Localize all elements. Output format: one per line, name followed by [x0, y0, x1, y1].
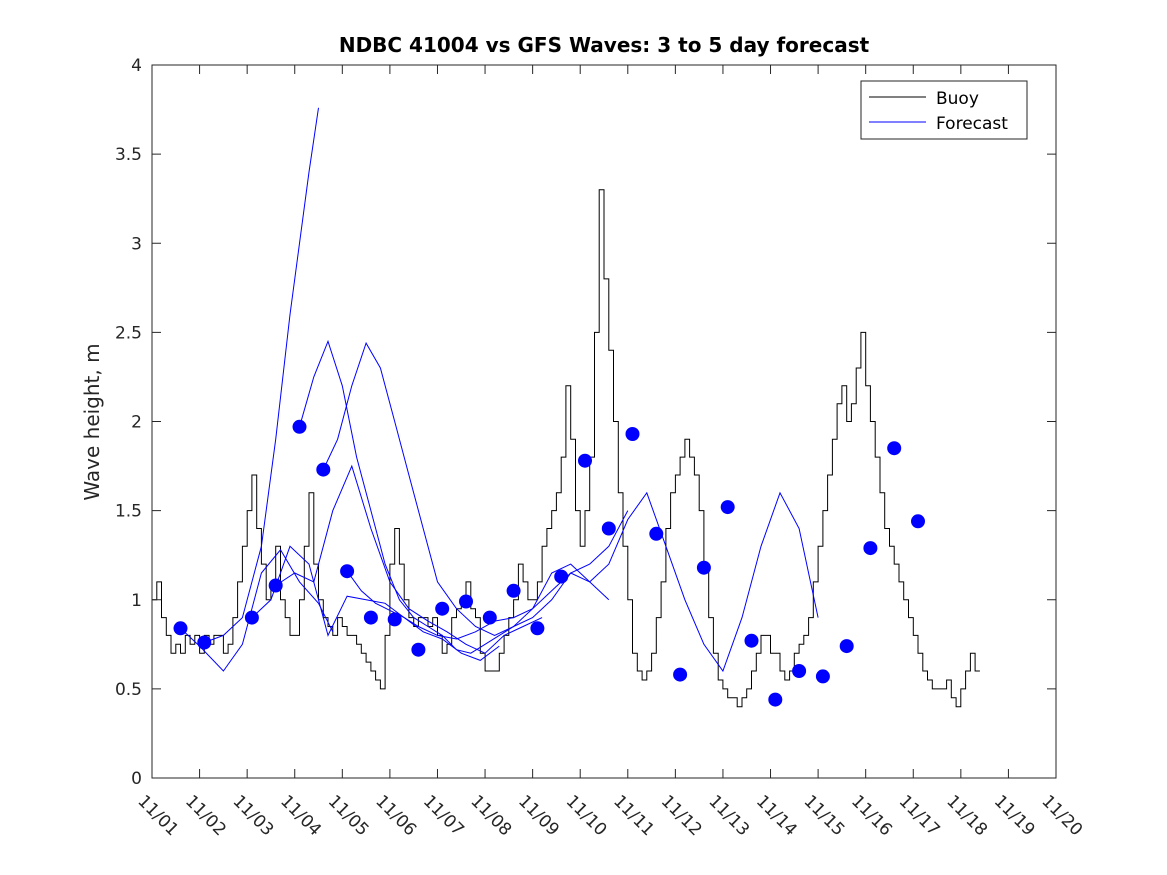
- forecast-marker: [482, 610, 497, 625]
- forecast-marker: [768, 692, 783, 707]
- plot-area: 00.511.522.533.5411/0111/0211/0311/0411/…: [115, 56, 1086, 840]
- legend-buoy-label: Buoy: [936, 89, 979, 109]
- forecast-marker: [911, 514, 925, 529]
- forecast-marker: [340, 564, 355, 579]
- forecast-marker: [863, 541, 878, 556]
- forecast-marker: [411, 642, 426, 657]
- forecast-marker: [197, 635, 212, 650]
- legend-forecast-label: Forecast: [936, 114, 1008, 134]
- forecast-marker: [268, 578, 283, 593]
- plot-frame: [151, 64, 1057, 779]
- forecast-marker: [625, 427, 640, 441]
- forecast-marker: [601, 521, 616, 536]
- forecast-marker: [316, 462, 331, 477]
- forecast-marker: [673, 667, 688, 682]
- y-tick-label: 3.5: [115, 145, 142, 165]
- forecast-marker: [649, 526, 664, 541]
- forecast-marker: [696, 560, 711, 575]
- y-tick-label: 1: [131, 591, 142, 611]
- forecast-marker: [578, 453, 592, 468]
- forecast-run-line-5: [299, 339, 610, 654]
- forecast-marker: [173, 621, 188, 636]
- y-tick-label: 3: [131, 234, 142, 254]
- forecast-marker: [554, 569, 569, 584]
- y-axis-label: Wave height, m: [80, 343, 104, 500]
- forecast-marker: [363, 610, 378, 625]
- y-tick-label: 0.5: [115, 680, 142, 700]
- y-tick-label: 4: [131, 56, 142, 76]
- forecast-marker: [435, 601, 450, 616]
- y-tick-label: 2.5: [115, 323, 142, 343]
- forecast-marker: [292, 419, 307, 434]
- chart-title: NDBC 41004 vs GFS Waves: 3 to 5 day fore…: [339, 33, 870, 57]
- forecast-marker: [744, 633, 759, 648]
- forecast-run-line-7: [346, 491, 819, 673]
- y-tick-label: 1.5: [115, 502, 142, 522]
- legend: Buoy Forecast: [860, 80, 1028, 140]
- legend-box: [860, 80, 1028, 140]
- forecast-marker: [530, 621, 545, 636]
- y-tick-label: 0: [131, 769, 142, 789]
- series-layer: [152, 107, 980, 708]
- y-tick-label: 2: [131, 413, 142, 433]
- forecast-run-line-1: [180, 548, 334, 672]
- forecast-run-line-3: [251, 545, 500, 661]
- forecast-marker: [815, 669, 830, 684]
- forecast-marker: [887, 441, 902, 456]
- forecast-marker: [459, 594, 473, 609]
- forecast-run-line-4: [275, 464, 543, 654]
- forecast-marker: [244, 610, 259, 625]
- forecast-marker: [506, 583, 521, 598]
- forecast-marker: [792, 664, 807, 678]
- forecast-run-line-2: [204, 107, 319, 643]
- forecast-marker: [387, 612, 402, 627]
- forecast-marker: [720, 500, 735, 515]
- buoy-series-line: [152, 189, 980, 708]
- forecast-marker: [839, 639, 854, 654]
